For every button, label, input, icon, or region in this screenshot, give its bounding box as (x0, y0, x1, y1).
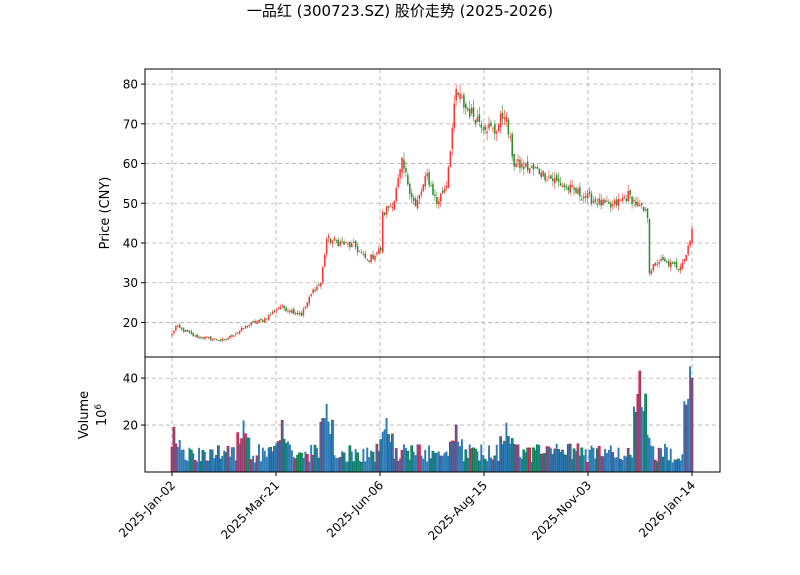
price-candles (171, 84, 693, 343)
svg-text:20: 20 (123, 316, 138, 330)
svg-text:40: 40 (123, 372, 138, 386)
svg-text:30: 30 (123, 276, 138, 290)
svg-text:2025-Aug-15: 2025-Aug-15 (425, 478, 490, 543)
svg-text:40: 40 (123, 236, 138, 250)
svg-text:50: 50 (123, 197, 138, 211)
svg-text:60: 60 (123, 157, 138, 171)
svg-text:80: 80 (123, 78, 138, 92)
svg-text:2025-Jan-02: 2025-Jan-02 (116, 478, 178, 540)
price-y-ticks: 20 30 40 50 60 70 80 (123, 78, 145, 330)
price-axis-label: Price (CNY) (98, 177, 113, 250)
svg-text:70: 70 (123, 117, 138, 131)
svg-text:2026-Jan-14: 2026-Jan-14 (636, 478, 698, 540)
volume-axes-frame (144, 356, 721, 473)
svg-text:20: 20 (123, 419, 138, 433)
svg-text:2025-Mar-21: 2025-Mar-21 (218, 478, 282, 542)
price-grid (145, 69, 720, 357)
volume-bars (170, 366, 694, 473)
volume-axis-label: Volume (77, 391, 92, 439)
chart-title: 一品红 (300723.SZ) 股价走势 (2025-2026) (246, 2, 554, 20)
x-axis-ticks: 2025-Jan-02 2025-Mar-21 2025-Jun-06 2025-Au… (116, 472, 698, 543)
svg-text:2025-Jun-06: 2025-Jun-06 (324, 478, 386, 540)
volume-multiplier-label: 106 (94, 404, 110, 427)
price-axes-frame (144, 68, 721, 358)
svg-text:2025-Nov-03: 2025-Nov-03 (529, 478, 594, 543)
